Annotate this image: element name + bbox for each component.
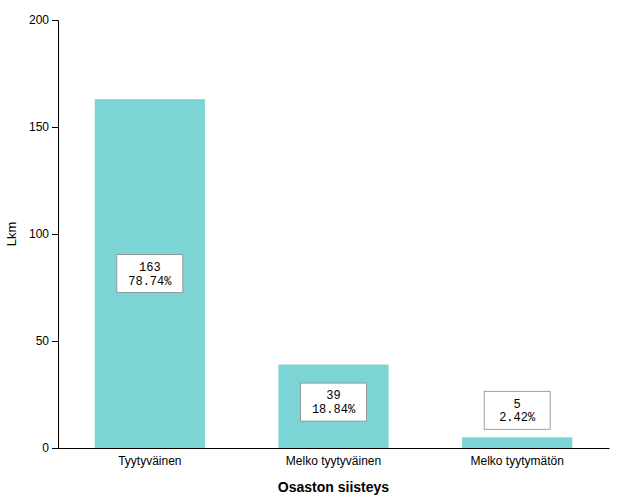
y-tick-mark — [52, 127, 58, 128]
x-tick: Melko tyytymätön — [470, 454, 563, 468]
y-tick-mark — [52, 448, 58, 449]
data-label-percentage: 18.84% — [312, 403, 356, 417]
x-tick: Tyytyväinen — [118, 454, 181, 468]
y-tick-label: 100 — [29, 227, 49, 241]
data-label: 52.42% — [484, 391, 550, 429]
y-tick: 50 — [36, 334, 58, 348]
y-axis-line — [52, 21, 59, 449]
data-label-percentage: 78.74% — [128, 275, 172, 289]
x-axis: Tyytyväinen Melko tyytyväinen Melko tyytym… — [59, 449, 610, 469]
data-label-value: 5 — [514, 398, 521, 412]
x-axis-line — [59, 448, 610, 449]
y-tick: 100 — [29, 227, 58, 241]
x-axis-title: Osaston siisteys — [278, 479, 389, 495]
plot: Tyytyväinen Melko tyytyväinen Melko tyytym… — [29, 13, 610, 468]
y-tick-mark — [52, 234, 58, 235]
data-label-value: 163 — [139, 261, 161, 275]
y-tick-mark — [52, 341, 58, 342]
data-label-box — [301, 383, 367, 421]
y-tick-label: 150 — [29, 120, 49, 134]
bars — [95, 99, 573, 448]
y-tick-label: 200 — [29, 13, 49, 27]
y-tick-label: 0 — [42, 441, 49, 455]
y-tick-label: 50 — [36, 334, 50, 348]
x-tick-label: Melko tyytyväinen — [286, 454, 381, 468]
bar — [95, 99, 205, 448]
data-labels: 16378.74% 3918.84% 52.42% — [117, 255, 550, 430]
data-label: 3918.84% — [301, 383, 367, 421]
y-axis-title: Lkm — [4, 222, 19, 247]
data-label-box — [117, 255, 183, 293]
y-tick: 0 — [42, 441, 58, 455]
x-tick-label: Tyytyväinen — [118, 454, 181, 468]
y-tick: 150 — [29, 120, 58, 134]
y-tick: 200 — [29, 13, 58, 27]
bar — [462, 437, 572, 448]
x-tick-label: Melko tyytymätön — [470, 454, 563, 468]
y-axis: 0 50 100 150 200 — [29, 13, 59, 455]
chart-svg: Tyytyväinen Melko tyytyväinen Melko tyytym… — [0, 0, 629, 504]
data-label-percentage: 2.42% — [499, 412, 536, 426]
y-tick-mark — [52, 20, 58, 21]
bar — [278, 365, 388, 448]
data-label: 16378.74% — [117, 255, 183, 293]
data-label-value: 39 — [326, 389, 340, 403]
data-label-box — [484, 391, 550, 429]
x-tick: Melko tyytyväinen — [286, 454, 381, 468]
